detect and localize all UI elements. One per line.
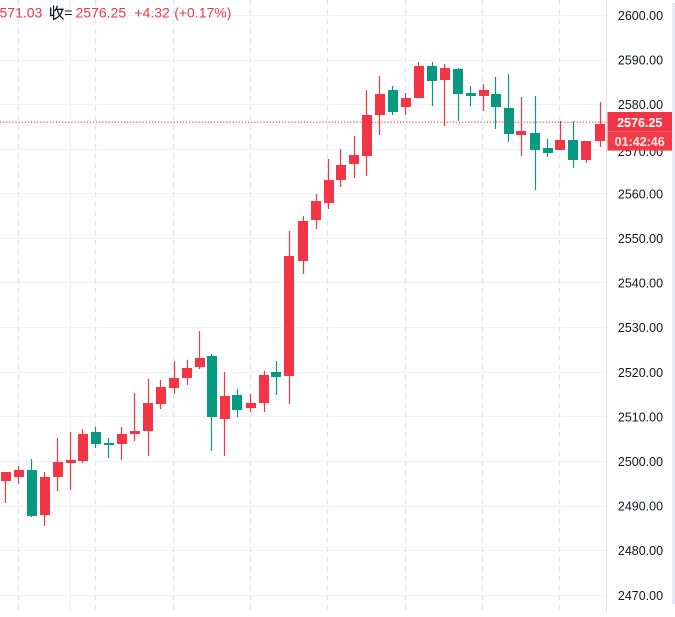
svg-text:2510.00: 2510.00	[618, 410, 663, 424]
svg-text:2560.00: 2560.00	[618, 187, 663, 201]
svg-text:2580.00: 2580.00	[618, 98, 663, 112]
svg-text:2590.00: 2590.00	[618, 54, 663, 68]
svg-text:+4.32: +4.32	[134, 5, 170, 21]
svg-text:571.03: 571.03	[0, 5, 43, 21]
svg-text:2530.00: 2530.00	[618, 321, 663, 335]
svg-text:01:42:46: 01:42:46	[615, 135, 665, 149]
svg-text:2550.00: 2550.00	[618, 232, 663, 246]
svg-text:2490.00: 2490.00	[618, 500, 663, 514]
svg-text:2470.00: 2470.00	[618, 589, 663, 603]
svg-text:2480.00: 2480.00	[618, 544, 663, 558]
svg-text:2576.25: 2576.25	[617, 116, 662, 130]
svg-text:(+0.17%): (+0.17%)	[174, 5, 231, 21]
svg-text:2500.00: 2500.00	[618, 455, 663, 469]
svg-text:2576.25: 2576.25	[76, 5, 127, 21]
svg-text:2540.00: 2540.00	[618, 277, 663, 291]
svg-text:2600.00: 2600.00	[618, 9, 663, 23]
svg-text:=: =	[64, 5, 72, 21]
svg-text:2520.00: 2520.00	[618, 366, 663, 380]
